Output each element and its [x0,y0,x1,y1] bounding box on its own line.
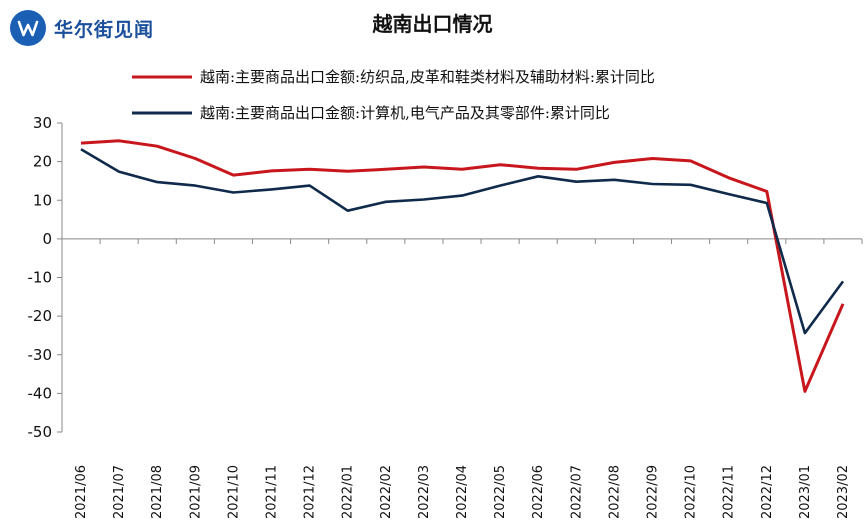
x-tick-label: 2021/10 [226,465,241,519]
x-tick-label: 2022/02 [379,465,394,519]
x-tick-label: 2021/06 [74,465,89,519]
y-tick-label: -50 [28,423,53,441]
y-tick-label: -40 [28,384,53,402]
x-tick-label: 2022/05 [493,465,508,519]
chart-title: 越南出口情况 [372,12,493,36]
x-tick-label: 2021/09 [188,465,203,519]
y-tick-label: 30 [33,114,52,132]
x-tick-label: 2021/08 [150,465,165,519]
x-tick-label: 2022/06 [531,465,546,519]
y-tick-label: -10 [28,269,53,287]
series-line-textiles [80,139,845,393]
x-tick-label: 2022/07 [569,465,584,519]
chart-axes: 30 20 10 0 -10 -20 -30 -40 -50 2021/06 2021/07 2021… [28,114,863,519]
x-tick-label: 2022/08 [607,465,622,519]
chart-series [80,139,845,393]
x-tick-label: 2022/10 [684,465,699,519]
y-tick-label: 0 [42,230,52,248]
brand-w-icon [10,10,46,46]
x-tick-label: 2022/04 [455,465,470,519]
chart-legend: 越南:主要商品出口金额:纺织品,皮革和鞋类材料及辅助材料:累计同比 越南:主要商… [132,68,655,122]
x-tick-label: 2021/12 [303,465,318,519]
legend-label-textiles: 越南:主要商品出口金额:纺织品,皮革和鞋类材料及辅助材料:累计同比 [200,68,655,86]
brand-logo: 华尔街见闻 [10,10,154,46]
brand-name: 华尔街见闻 [54,18,155,41]
y-tick-label: -20 [28,307,53,325]
x-tick-label: 2022/01 [341,465,356,519]
x-tick-label: 2023/02 [836,465,851,519]
x-tick-label: 2022/12 [760,465,775,519]
x-tick-label: 2021/07 [112,465,127,519]
y-tick-label: 20 [33,153,52,171]
x-tick-label: 2022/09 [645,465,660,519]
legend-label-electronics: 越南:主要商品出口金额:计算机,电气产品及其零部件:累计同比 [200,104,610,122]
series-line-electronics [80,148,845,335]
y-tick-label: -30 [28,346,53,364]
x-tick-label: 2021/11 [265,465,280,519]
x-tick-label: 2023/01 [798,465,813,519]
x-tick-label: 2022/11 [722,465,737,519]
x-tick-label: 2022/03 [417,465,432,519]
y-tick-label: 10 [33,191,52,209]
